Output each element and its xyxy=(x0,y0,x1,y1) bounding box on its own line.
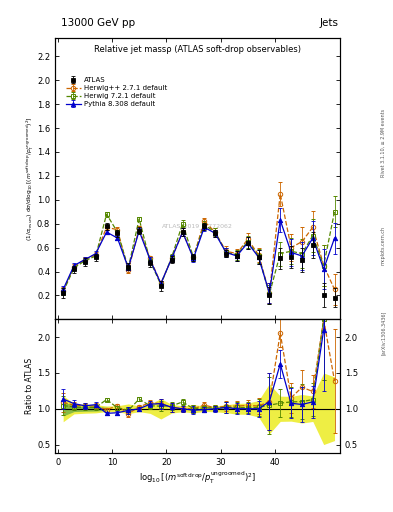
Text: mcplots.cern.ch: mcplots.cern.ch xyxy=(381,226,386,265)
Text: Jets: Jets xyxy=(320,18,339,28)
Y-axis label: Ratio to ATLAS: Ratio to ATLAS xyxy=(25,358,34,414)
Text: ATLAS_2019_I1772062: ATLAS_2019_I1772062 xyxy=(162,224,233,229)
Text: [arXiv:1306.3436]: [arXiv:1306.3436] xyxy=(381,311,386,355)
Text: Relative jet massρ (ATLAS soft-drop observables): Relative jet massρ (ATLAS soft-drop obse… xyxy=(94,46,301,54)
Legend: ATLAS, Herwig++ 2.7.1 default, Herwig 7.2.1 default, Pythia 8.308 default: ATLAS, Herwig++ 2.7.1 default, Herwig 7.… xyxy=(64,76,168,109)
Text: Rivet 3.1.10, ≥ 2.9M events: Rivet 3.1.10, ≥ 2.9M events xyxy=(381,109,386,178)
X-axis label: $\log_{10}[(m^\mathrm{soft\,drop}/p_\mathrm{T}^\mathrm{ungroomed})^2]$: $\log_{10}[(m^\mathrm{soft\,drop}/p_\mat… xyxy=(139,470,256,486)
Text: 13000 GeV pp: 13000 GeV pp xyxy=(61,18,135,28)
Y-axis label: $(1/\sigma_\mathrm{resum})\ \mathrm{d}\sigma/\mathrm{d}\log_{10}[(m^\mathrm{soft: $(1/\sigma_\mathrm{resum})\ \mathrm{d}\s… xyxy=(24,116,35,241)
